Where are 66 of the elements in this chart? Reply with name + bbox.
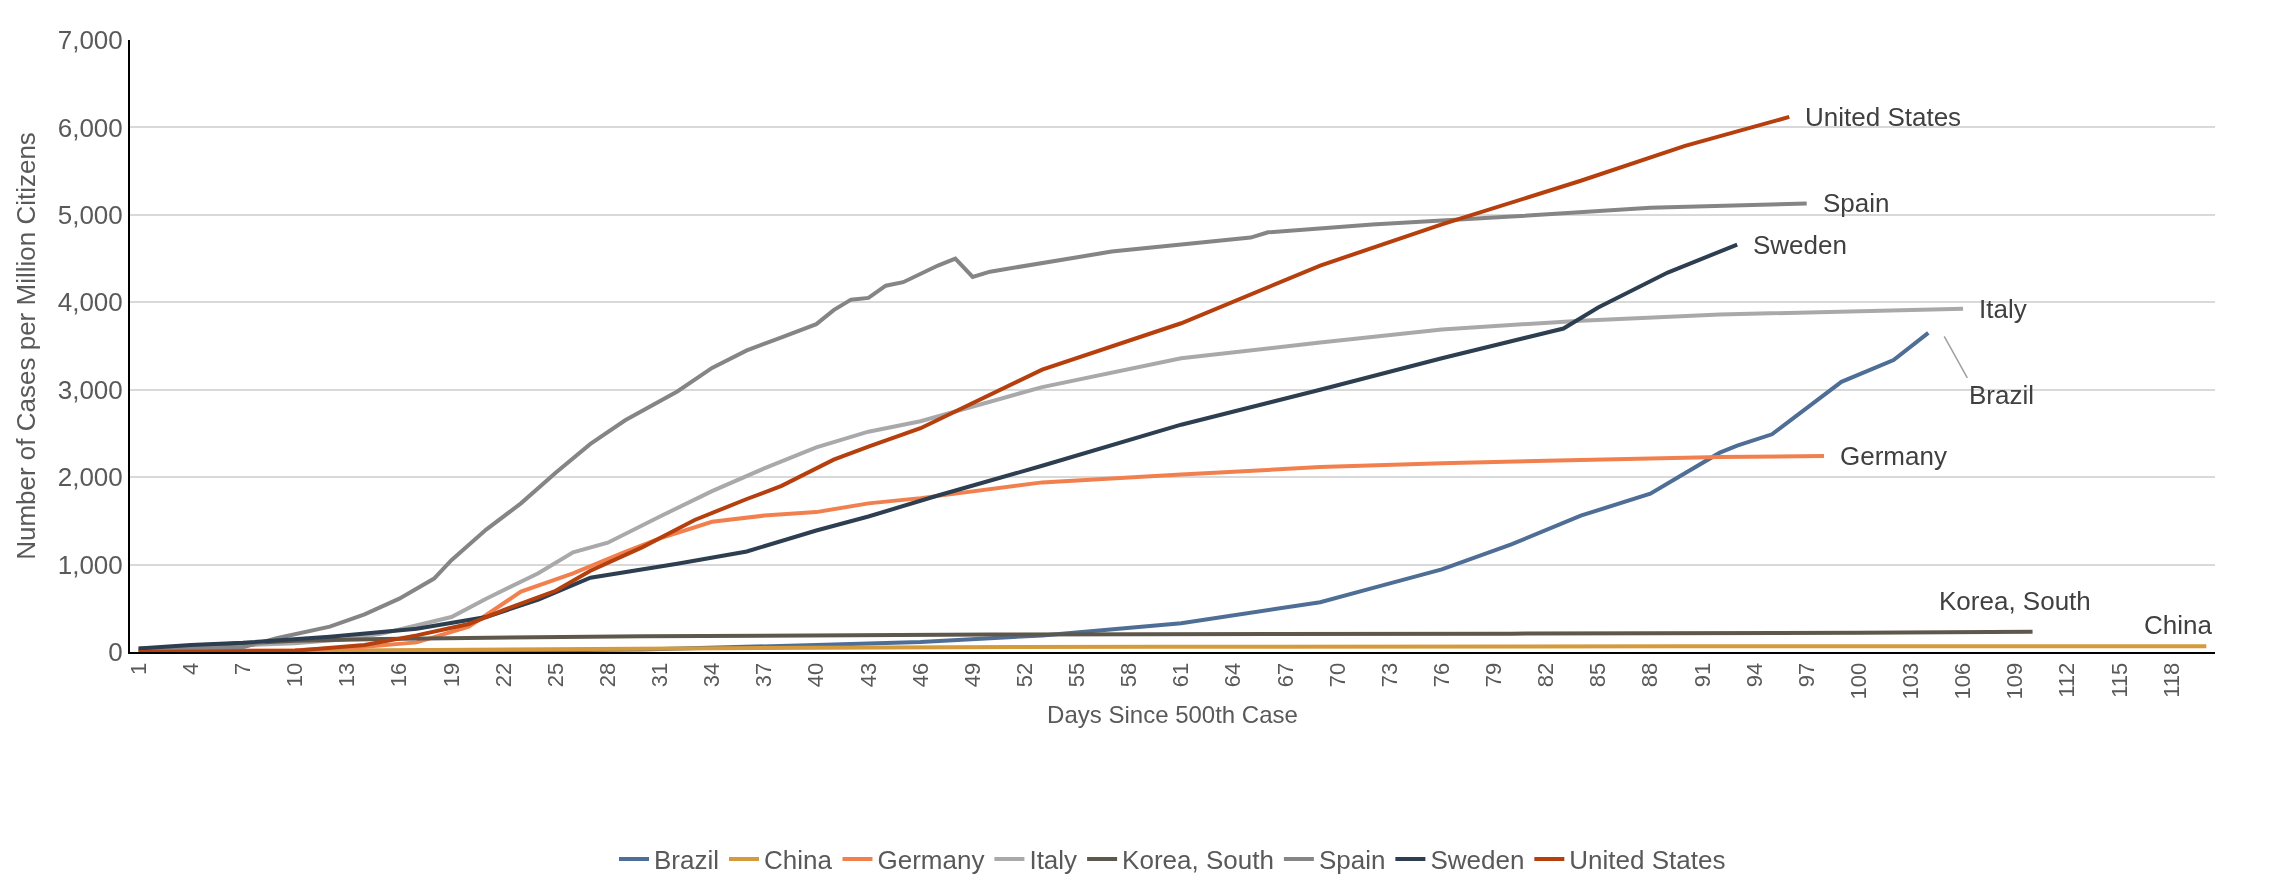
y-tick-label: 6,000 xyxy=(57,112,123,143)
y-tick-label: 3,000 xyxy=(57,374,123,405)
x-tick-label: 43 xyxy=(855,662,881,688)
x-tick-label: 58 xyxy=(1116,662,1142,688)
legend-label: Spain xyxy=(1318,845,1386,876)
x-tick-label: 76 xyxy=(1428,662,1454,688)
x-tick-label: 34 xyxy=(699,662,725,688)
legend-label: Brazil xyxy=(654,845,720,876)
x-tick-label: 31 xyxy=(647,662,673,688)
legend-label: Germany xyxy=(877,845,985,876)
x-tick-label: 28 xyxy=(594,662,620,688)
text: United States xyxy=(1805,102,1962,132)
x-tick-label: 4 xyxy=(177,662,203,676)
y-tick-label: 0 xyxy=(108,637,123,668)
legend-label: United States xyxy=(1569,845,1726,876)
x-tick-label: 1 xyxy=(125,662,151,676)
x-tick-label: 67 xyxy=(1272,662,1298,688)
x-tick-label: 82 xyxy=(1533,662,1559,688)
x-tick-label: 16 xyxy=(386,662,412,688)
x-tick-label: 94 xyxy=(1741,662,1767,688)
x-tick-label: 49 xyxy=(959,662,985,688)
text: Italy xyxy=(1979,294,2027,324)
text: Spain xyxy=(1823,188,1890,218)
x-tick-label: 91 xyxy=(1689,662,1715,688)
x-tick-label: 109 xyxy=(2002,662,2028,700)
x-tick-label: 70 xyxy=(1324,662,1350,688)
x-tick-label: 88 xyxy=(1637,662,1663,688)
x-tick-label: 22 xyxy=(490,662,516,688)
x-tick-label: 103 xyxy=(1898,662,1924,700)
legend-label: Korea, South xyxy=(1122,845,1274,876)
x-tick-label: 52 xyxy=(1011,662,1037,688)
legend-label: China xyxy=(764,845,833,876)
x-tick-label: 13 xyxy=(334,662,360,688)
x-tick-label: 112 xyxy=(2054,662,2080,698)
x-tick-label: 100 xyxy=(1845,662,1871,700)
x-tick-label: 19 xyxy=(438,662,464,688)
legend-label: Sweden xyxy=(1430,845,1525,876)
y-tick-label: 5,000 xyxy=(57,199,123,230)
x-tick-label: 10 xyxy=(282,662,308,688)
x-tick-label: 64 xyxy=(1220,662,1246,688)
x-tick-label: 97 xyxy=(1793,662,1819,688)
x-tick-label: 37 xyxy=(751,662,777,688)
text: Sweden xyxy=(1753,230,1847,260)
x-tick-label: 85 xyxy=(1585,662,1611,688)
x-tick-label: 61 xyxy=(1168,662,1194,688)
y-tick-label: 2,000 xyxy=(57,462,123,493)
text: Germany xyxy=(1840,441,1947,471)
x-tick-label: 106 xyxy=(1950,662,1976,700)
y-tick-label: 7,000 xyxy=(57,25,123,56)
x-tick-label: 118 xyxy=(2158,662,2184,698)
x-tick-label: 55 xyxy=(1064,662,1090,688)
x-tick-label: 25 xyxy=(542,662,568,688)
y-axis-title: Number of Cases per Million Citizens xyxy=(10,132,41,560)
x-tick-label: 73 xyxy=(1376,662,1402,688)
x-tick-label: 40 xyxy=(803,662,829,688)
x-axis-title: Days Since 500th Case xyxy=(1047,701,1298,729)
x-tick-label: 46 xyxy=(907,662,933,688)
y-tick-label: 4,000 xyxy=(57,287,123,318)
x-tick-label: 79 xyxy=(1481,662,1507,688)
y-tick-label: 1,000 xyxy=(57,549,123,580)
text: China xyxy=(2144,610,2212,640)
x-tick-label: 115 xyxy=(2106,662,2132,698)
text: Brazil xyxy=(1969,380,2035,410)
legend-label: Italy xyxy=(1029,845,1078,876)
text: Korea, South xyxy=(1939,586,2091,616)
x-tick-label: 7 xyxy=(230,662,256,676)
